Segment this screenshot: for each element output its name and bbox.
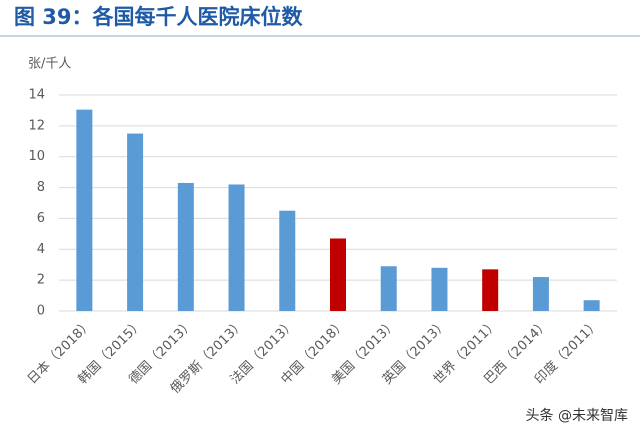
y-tick-label: 14	[28, 88, 45, 103]
watermark: 头条 @未来智库	[526, 407, 628, 424]
bar	[177, 182, 194, 311]
y-tick-label: 12	[28, 118, 45, 133]
bar	[228, 184, 245, 311]
bar	[76, 109, 93, 312]
y-tick-label: 2	[37, 273, 45, 288]
y-axis-label: 张/千人	[28, 57, 71, 72]
bar	[431, 267, 448, 311]
bar	[583, 300, 600, 311]
bar	[482, 269, 499, 311]
y-tick-label: 10	[28, 149, 45, 164]
bar	[127, 133, 144, 311]
bar	[532, 277, 549, 311]
bar	[380, 266, 397, 311]
chart-title: 图 39：各国每千人医院床位数	[14, 5, 304, 29]
y-tick-label: 0	[37, 304, 45, 319]
y-tick-label: 6	[37, 211, 45, 226]
bar	[330, 238, 346, 311]
y-tick-label: 8	[37, 180, 45, 195]
y-tick-label: 4	[37, 242, 45, 257]
bar	[279, 210, 296, 311]
